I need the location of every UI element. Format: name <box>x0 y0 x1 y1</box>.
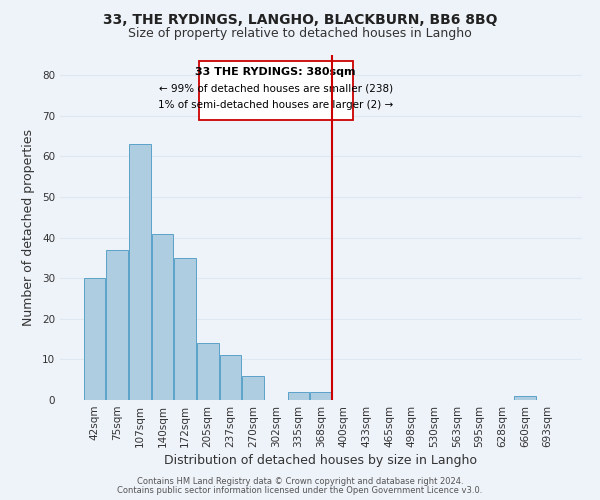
Bar <box>129 144 151 400</box>
Bar <box>310 392 332 400</box>
FancyBboxPatch shape <box>199 61 353 120</box>
Text: Contains HM Land Registry data © Crown copyright and database right 2024.: Contains HM Land Registry data © Crown c… <box>137 477 463 486</box>
Text: 1% of semi-detached houses are larger (2) →: 1% of semi-detached houses are larger (2… <box>158 100 394 110</box>
Bar <box>197 343 218 400</box>
Bar <box>514 396 536 400</box>
Text: Contains public sector information licensed under the Open Government Licence v3: Contains public sector information licen… <box>118 486 482 495</box>
Bar <box>242 376 264 400</box>
Y-axis label: Number of detached properties: Number of detached properties <box>22 129 35 326</box>
Text: 33, THE RYDINGS, LANGHO, BLACKBURN, BB6 8BQ: 33, THE RYDINGS, LANGHO, BLACKBURN, BB6 … <box>103 12 497 26</box>
Bar <box>220 356 241 400</box>
Text: 33 THE RYDINGS: 380sqm: 33 THE RYDINGS: 380sqm <box>196 68 356 78</box>
Bar <box>175 258 196 400</box>
Text: Size of property relative to detached houses in Langho: Size of property relative to detached ho… <box>128 28 472 40</box>
Bar <box>287 392 309 400</box>
Text: ← 99% of detached houses are smaller (238): ← 99% of detached houses are smaller (23… <box>158 84 393 94</box>
X-axis label: Distribution of detached houses by size in Langho: Distribution of detached houses by size … <box>164 454 478 467</box>
Bar <box>84 278 105 400</box>
Bar <box>152 234 173 400</box>
Bar <box>106 250 128 400</box>
